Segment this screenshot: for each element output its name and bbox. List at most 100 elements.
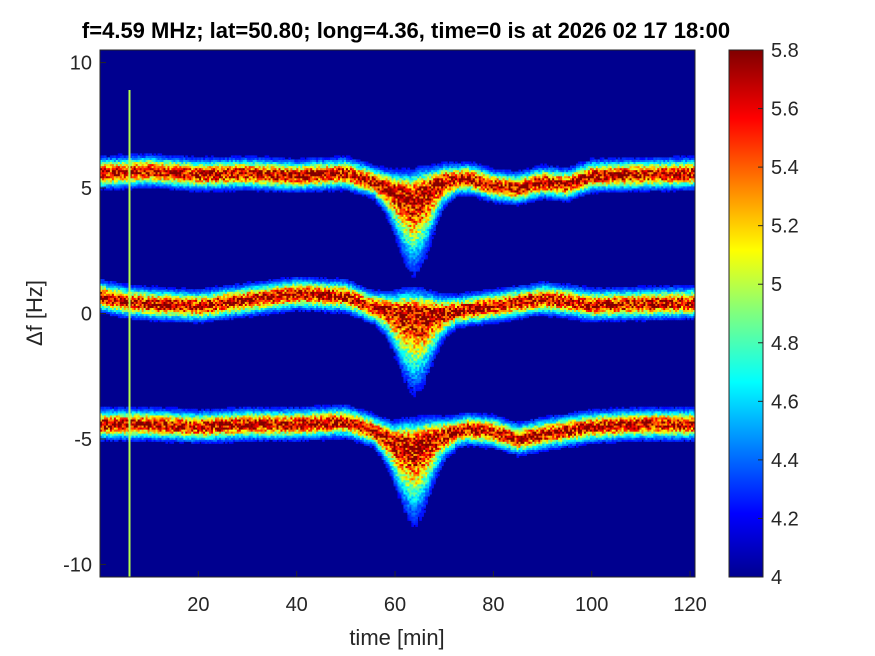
heat-cell [228, 301, 232, 304]
heat-cell [292, 412, 295, 416]
heat-cell [207, 311, 210, 315]
heat-cell [169, 165, 172, 169]
heat-cell [252, 439, 256, 442]
heat-cell [185, 305, 188, 309]
heat-cell [129, 173, 133, 177]
heat-cell [125, 416, 129, 420]
heat-cell [270, 293, 274, 296]
heat-cell [121, 410, 125, 414]
heat-cell [207, 435, 210, 438]
heat-cell [187, 439, 190, 442]
heat-cell [262, 431, 266, 434]
heat-cell [207, 313, 210, 317]
heat-cell [100, 299, 103, 302]
heat-cell [173, 307, 176, 311]
heat-cell [294, 183, 297, 187]
heat-cell [222, 185, 226, 189]
heat-cell [268, 424, 272, 428]
heat-cell [234, 163, 238, 167]
heat-cell [219, 297, 222, 300]
heat-cell [282, 437, 286, 440]
heat-cell [209, 175, 212, 179]
heat-cell [117, 181, 121, 185]
heat-cell [244, 155, 248, 159]
heat-cell [151, 435, 155, 438]
heat-cell [109, 291, 113, 294]
heat-cell [117, 155, 121, 159]
heat-cell [262, 177, 266, 181]
heat-cell [189, 307, 192, 311]
heat-cell [123, 305, 127, 309]
heat-cell [109, 406, 113, 410]
heat-cell [278, 307, 282, 311]
heat-cell [222, 183, 226, 187]
heat-cell [292, 187, 295, 191]
heat-cell [228, 305, 232, 309]
heat-cell [113, 303, 117, 306]
heat-cell [103, 163, 107, 167]
heat-cell [242, 406, 246, 410]
heat-cell [121, 175, 125, 179]
heat-cell [256, 173, 260, 177]
heat-cell [213, 408, 216, 412]
heat-cell [238, 301, 242, 304]
heat-cell [175, 427, 178, 430]
heat-cell [213, 435, 216, 438]
heat-cell [117, 291, 121, 294]
heat-cell [111, 165, 115, 169]
heat-cell [139, 185, 143, 189]
heat-cell [139, 315, 143, 319]
heat-cell [195, 179, 198, 183]
heat-cell [101, 285, 105, 288]
heat-cell [193, 424, 196, 428]
heat-cell [115, 183, 119, 187]
heat-cell [163, 433, 167, 436]
heat-cell [111, 429, 115, 432]
heat-cell [131, 424, 135, 428]
heat-cell [139, 167, 143, 171]
heat-cell [191, 173, 194, 177]
heat-cell [181, 169, 184, 173]
heat-cell [264, 293, 268, 296]
heat-cell [197, 439, 200, 442]
heat-cell [133, 179, 137, 183]
heat-cell [211, 317, 214, 321]
heat-cell [183, 410, 186, 414]
heat-cell [238, 422, 242, 426]
heat-cell [139, 179, 143, 183]
heat-cell [169, 175, 172, 179]
heat-cell [165, 416, 169, 420]
heat-cell [175, 181, 178, 185]
heat-cell [117, 414, 121, 418]
heat-cell [153, 303, 157, 306]
heat-cell [238, 159, 242, 163]
heat-cell [213, 315, 216, 319]
heat-cell [201, 441, 204, 444]
heat-cell [205, 307, 208, 311]
heat-cell [280, 297, 284, 300]
heat-cell [195, 169, 198, 173]
heat-cell [157, 297, 161, 300]
heat-cell [278, 291, 282, 294]
heat-cell [226, 433, 230, 436]
heat-cell [169, 424, 172, 428]
heat-cell [137, 181, 141, 185]
heat-cell [113, 406, 117, 410]
heat-cell [292, 183, 295, 187]
heat-cell [179, 169, 182, 173]
heat-cell [143, 177, 147, 181]
heat-cell [161, 422, 165, 426]
heat-cell [205, 416, 208, 420]
heat-cell [187, 408, 190, 412]
heat-cell [163, 416, 167, 420]
heat-cell [280, 173, 284, 177]
heat-cell [161, 299, 165, 302]
heat-cell [183, 167, 186, 171]
heat-cell [213, 309, 216, 313]
heat-cell [133, 433, 137, 436]
heat-cell [105, 433, 109, 436]
heat-cell [207, 408, 210, 412]
heat-cell [167, 422, 171, 426]
heat-cell [213, 291, 216, 294]
heat-cell [157, 435, 161, 438]
